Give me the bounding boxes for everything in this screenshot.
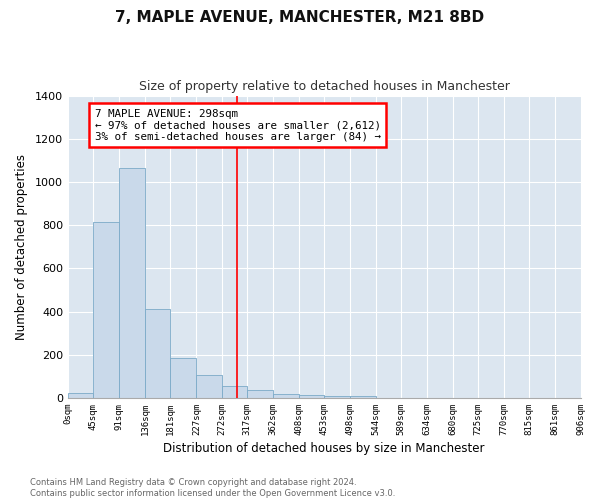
Bar bbox=[170, 358, 196, 398]
Bar bbox=[68, 392, 94, 398]
X-axis label: Distribution of detached houses by size in Manchester: Distribution of detached houses by size … bbox=[163, 442, 485, 455]
Text: 7, MAPLE AVENUE, MANCHESTER, M21 8BD: 7, MAPLE AVENUE, MANCHESTER, M21 8BD bbox=[115, 10, 485, 25]
Bar bbox=[350, 396, 376, 398]
Bar bbox=[273, 394, 299, 398]
Y-axis label: Number of detached properties: Number of detached properties bbox=[15, 154, 28, 340]
Bar bbox=[299, 395, 324, 398]
Bar bbox=[324, 396, 350, 398]
Bar bbox=[222, 386, 247, 398]
Text: 7 MAPLE AVENUE: 298sqm
← 97% of detached houses are smaller (2,612)
3% of semi-d: 7 MAPLE AVENUE: 298sqm ← 97% of detached… bbox=[95, 108, 380, 142]
Bar bbox=[247, 390, 273, 398]
Bar bbox=[196, 376, 222, 398]
Bar bbox=[145, 310, 170, 398]
Bar bbox=[94, 222, 119, 398]
Title: Size of property relative to detached houses in Manchester: Size of property relative to detached ho… bbox=[139, 80, 509, 93]
Bar bbox=[119, 168, 145, 398]
Text: Contains HM Land Registry data © Crown copyright and database right 2024.
Contai: Contains HM Land Registry data © Crown c… bbox=[30, 478, 395, 498]
